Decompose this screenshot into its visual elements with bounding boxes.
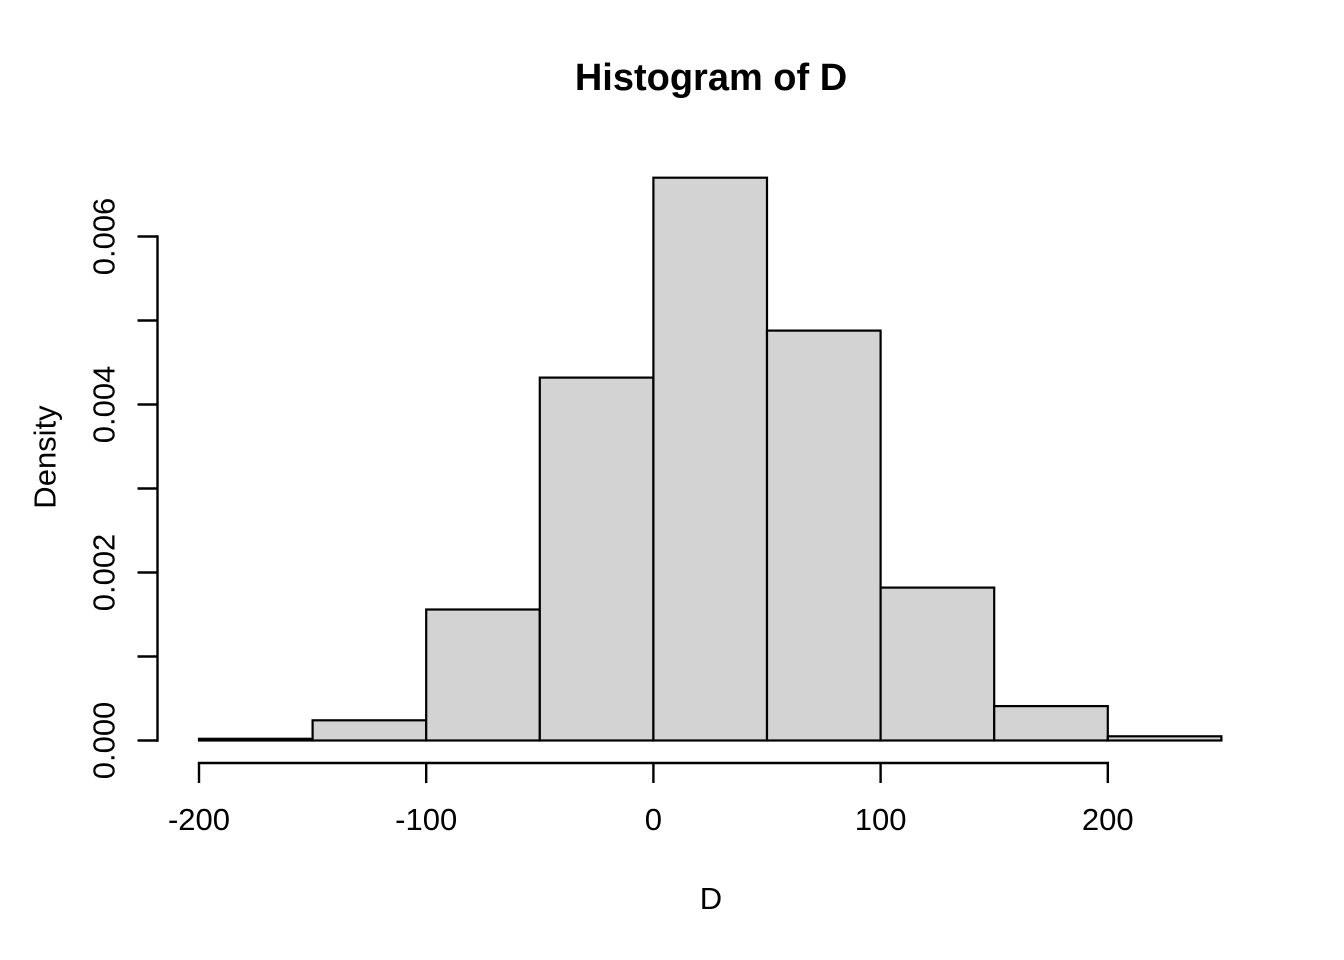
x-tick-label: 0 [645,802,662,837]
histogram-bar [879,586,996,742]
histogram-bar [993,704,1109,742]
histogram-bar [765,329,882,742]
x-tick-label: -200 [168,802,230,837]
histogram-bar [652,176,769,742]
histogram-bar [1106,735,1223,742]
x-tick-label: -100 [395,802,457,837]
chart-title: Histogram of D [574,57,848,99]
histogram-bar [425,608,541,742]
x-axis-title: D [699,881,723,916]
y-tick-label: 0.006 [87,198,122,276]
histogram-bar [197,737,314,742]
histogram-bar [311,719,428,742]
x-tick-label: 200 [1082,802,1134,837]
y-axis-title: Density [27,405,63,509]
histogram-bar [538,376,655,742]
y-tick-label: 0.004 [87,366,122,444]
y-tick-label: 0.000 [87,702,122,780]
x-tick-label: 100 [855,802,907,837]
y-tick-label: 0.002 [87,534,122,612]
